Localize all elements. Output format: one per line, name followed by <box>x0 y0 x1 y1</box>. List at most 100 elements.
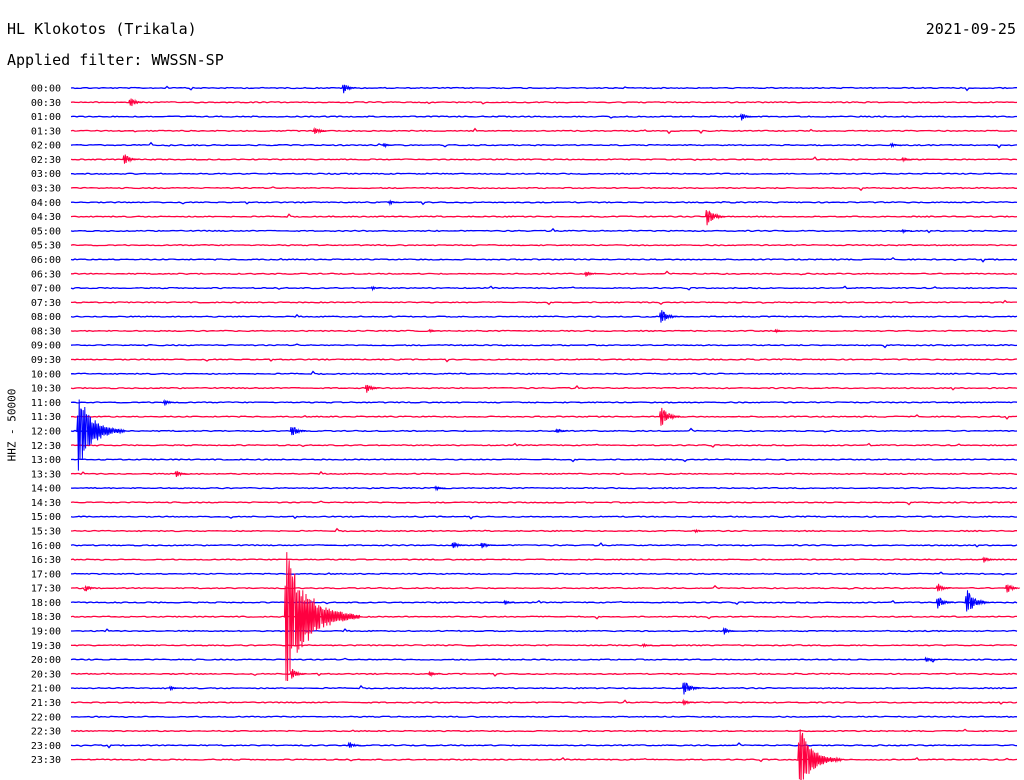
event-group <box>76 84 1021 780</box>
time-tick-label: 00:00 <box>31 84 61 95</box>
time-tick-label: 11:30 <box>31 412 61 423</box>
time-tick-label: 01:30 <box>31 126 61 137</box>
event-waveform <box>981 556 996 563</box>
trace-line <box>71 270 1018 276</box>
trace-line <box>70 486 1018 490</box>
trace-line <box>70 313 1018 318</box>
event-waveform <box>739 112 754 121</box>
time-tick-label: 09:30 <box>31 355 61 366</box>
trace-line <box>70 684 1018 690</box>
time-tick-group: 00:00 00:30 01:00 01:30 02:00 02:30 03:00 03:30… <box>31 84 61 767</box>
time-tick-label: 20:00 <box>31 655 61 666</box>
event-waveform <box>658 407 681 426</box>
event-waveform <box>174 470 188 477</box>
trace-line <box>70 728 1018 733</box>
trace-line <box>70 385 1018 391</box>
time-tick-label: 05:30 <box>31 241 61 252</box>
trace-line <box>70 256 1018 263</box>
trace-line <box>70 599 1018 606</box>
event-waveform <box>681 698 695 706</box>
trace-line <box>70 615 1017 620</box>
event-waveform <box>889 142 902 149</box>
trace-line <box>70 542 1018 548</box>
trace-line <box>70 358 1018 363</box>
time-tick-label: 16:30 <box>31 555 61 566</box>
event-waveform <box>433 485 446 492</box>
time-tick-label: 10:30 <box>31 384 61 395</box>
time-tick-label: 08:00 <box>31 312 61 323</box>
time-tick-label: 15:00 <box>31 512 61 523</box>
trace-line <box>70 470 1018 476</box>
time-tick-label: 00:30 <box>31 98 61 109</box>
time-tick-label: 17:30 <box>31 584 61 595</box>
time-tick-label: 13:00 <box>31 455 61 466</box>
trace-line <box>70 558 1018 561</box>
time-tick-label: 03:30 <box>31 184 61 195</box>
time-tick-label: 03:00 <box>31 169 61 180</box>
time-tick-label: 02:00 <box>31 141 61 152</box>
event-waveform <box>555 428 568 433</box>
time-tick-label: 15:30 <box>31 526 61 537</box>
trace-line <box>70 243 1018 247</box>
time-tick-label: 18:30 <box>31 612 61 623</box>
time-tick-label: 07:00 <box>31 284 61 295</box>
time-tick-label: 06:00 <box>31 255 61 266</box>
trace-line <box>70 101 1018 105</box>
time-tick-label: 21:30 <box>31 698 61 709</box>
trace-line <box>71 757 1018 763</box>
trace-line <box>70 401 1018 404</box>
event-waveform <box>1005 584 1021 593</box>
time-tick-label: 12:00 <box>31 426 61 437</box>
event-waveform <box>84 584 97 592</box>
time-tick-label: 16:00 <box>31 541 61 552</box>
trace-line <box>70 644 1018 647</box>
event-waveform <box>162 399 176 406</box>
event-waveform <box>935 583 951 592</box>
trace-line <box>70 458 1018 463</box>
event-waveform <box>901 156 913 163</box>
time-tick-label: 04:30 <box>31 212 61 223</box>
event-waveform <box>364 384 380 393</box>
event-waveform <box>451 542 466 549</box>
time-tick-label: 01:00 <box>31 112 61 123</box>
trace-line <box>70 500 1018 506</box>
trace-line <box>70 584 1018 592</box>
trace-line <box>71 299 1017 306</box>
time-tick-label: 11:00 <box>31 398 61 409</box>
time-tick-label: 06:30 <box>31 269 61 280</box>
event-waveform <box>128 98 144 107</box>
event-waveform <box>428 328 440 334</box>
trace-line <box>70 672 1018 677</box>
trace-line <box>70 213 1018 218</box>
trace-line <box>70 742 1018 749</box>
time-tick-label: 10:00 <box>31 369 61 380</box>
event-waveform <box>641 642 653 649</box>
time-tick-label: 05:00 <box>31 226 61 237</box>
record-date: 2021-09-25 <box>925 20 1016 38</box>
time-tick-label: 08:30 <box>31 326 61 337</box>
trace-line <box>70 285 1018 291</box>
trace-line <box>71 628 1018 633</box>
event-waveform <box>964 590 990 612</box>
time-tick-label: 19:00 <box>31 627 61 638</box>
time-tick-label: 04:00 <box>31 198 61 209</box>
event-waveform <box>387 199 400 207</box>
time-tick-label: 14:30 <box>31 498 61 509</box>
trace-line <box>70 370 1018 376</box>
trace-line <box>70 85 1018 92</box>
event-waveform <box>289 668 307 679</box>
trace-line <box>70 715 1018 719</box>
time-tick-label: 19:30 <box>31 641 61 652</box>
time-tick-label: 23:30 <box>31 755 61 766</box>
time-tick-label: 21:00 <box>31 684 61 695</box>
station-title: HL Klokotos (Trikala) <box>7 20 197 38</box>
trace-line <box>70 343 1018 349</box>
event-waveform <box>722 626 736 635</box>
time-tick-label: 09:00 <box>31 341 61 352</box>
trace-line <box>70 515 1018 520</box>
time-tick-label: 17:00 <box>31 569 61 580</box>
trace-line <box>70 201 1018 206</box>
trace-line <box>70 442 1018 448</box>
trace-line <box>70 427 1018 433</box>
time-tick-label: 07:30 <box>31 298 61 309</box>
